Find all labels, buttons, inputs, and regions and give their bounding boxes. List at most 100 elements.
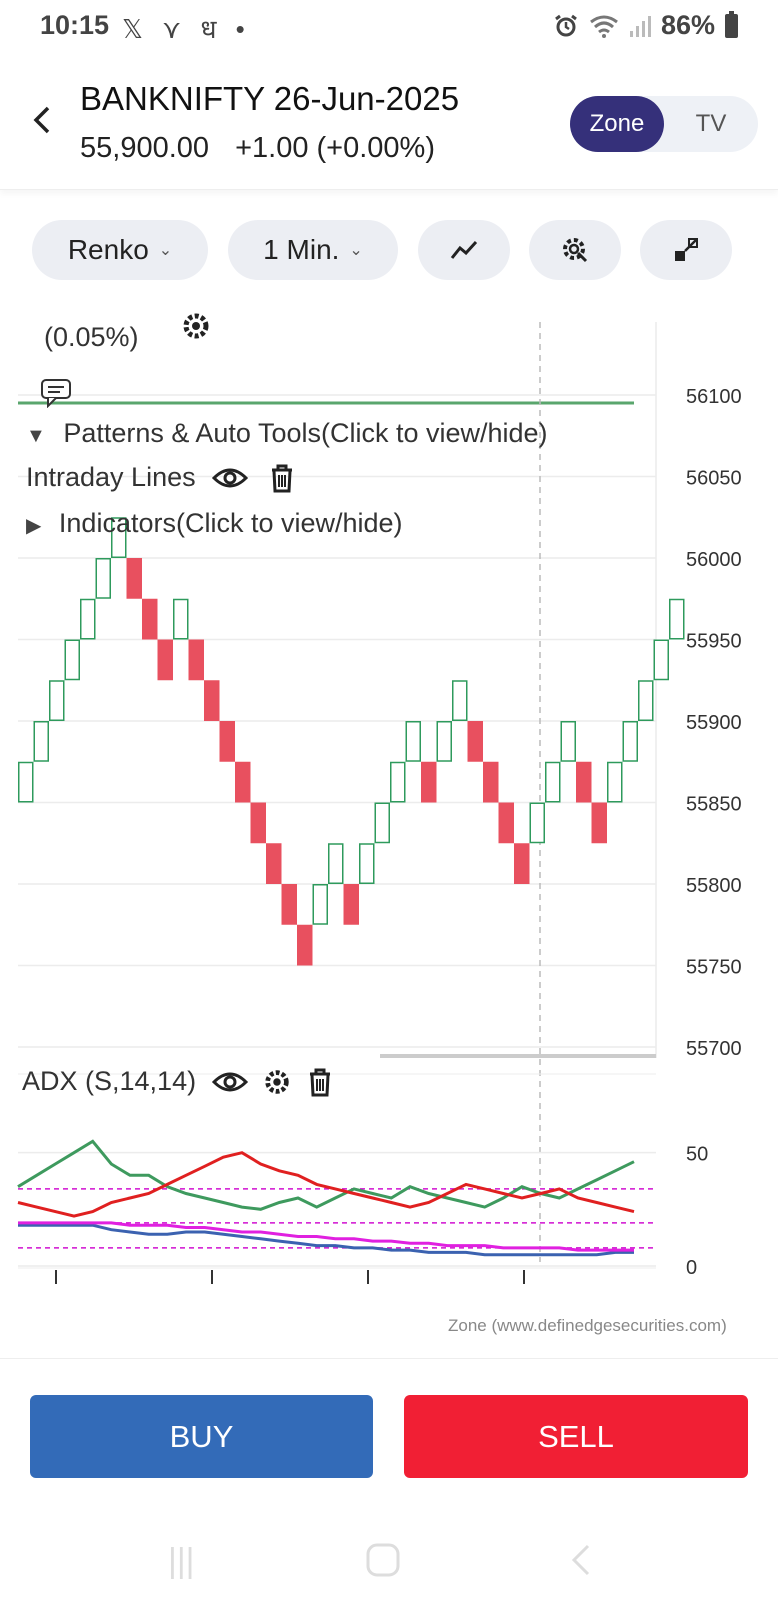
renko-brick-up xyxy=(560,721,576,762)
renko-brick-down xyxy=(421,761,437,803)
interval-dropdown[interactable]: 1 Min. ⌄ xyxy=(228,220,398,280)
price-tick-label: 55800 xyxy=(686,875,742,897)
triangle-right-icon: ▶ xyxy=(26,515,42,537)
renko-brick-up xyxy=(18,761,34,803)
renko-brick-up xyxy=(111,517,127,558)
renko-brick-down xyxy=(219,721,235,762)
adx-series-line xyxy=(17,1151,635,1218)
adx-header: ADX (S,14,14) xyxy=(22,1066,334,1097)
alarm-icon xyxy=(555,14,577,36)
chevron-down-icon: ⌄ xyxy=(158,242,173,259)
adx-series-line xyxy=(18,1221,634,1252)
eye-icon[interactable] xyxy=(212,1070,249,1094)
chart-area[interactable]: 56100 56050 56000 55950 55900 55850 55800 55750… xyxy=(0,313,778,1342)
status-notification-icons: 𝕏 ⋎ ध • xyxy=(122,14,251,44)
renko-brick-down xyxy=(142,598,158,640)
status-bar: 10:15 𝕏 ⋎ ध • 86% xyxy=(0,0,778,50)
buy-button[interactable]: BUY xyxy=(30,1395,373,1478)
gear-icon[interactable] xyxy=(180,310,212,342)
renko-brick-up xyxy=(312,884,328,925)
box-percent: (0.05%) xyxy=(44,322,139,352)
price-line: 55,900.00 +1.00 (+0.00%) xyxy=(80,132,453,165)
instrument-title: BANKNIFTY 26-Jun-2025 xyxy=(80,80,460,117)
patterns-label: Patterns & Auto Tools(Click to view/hide… xyxy=(63,418,548,448)
renko-brick-up xyxy=(638,680,654,721)
header: BANKNIFTY 26-Jun-2025 55,900.00 +1.00 (+… xyxy=(0,60,778,190)
renko-brick-up xyxy=(359,843,375,884)
trash-icon[interactable] xyxy=(306,1067,334,1097)
chart-type-dropdown[interactable]: Renko ⌄ xyxy=(32,220,208,280)
renko-brick-up xyxy=(328,843,344,884)
price-tick-label: 56000 xyxy=(686,549,742,571)
line-chart-icon xyxy=(450,240,478,259)
eye-icon[interactable] xyxy=(211,466,248,490)
back-nav-icon[interactable] xyxy=(568,1542,594,1587)
triangle-down-icon: ▼ xyxy=(26,425,46,447)
price-tick-label: 55950 xyxy=(686,631,742,653)
renko-brick-up xyxy=(452,680,468,721)
gear-icon[interactable] xyxy=(262,1067,292,1097)
trash-icon[interactable] xyxy=(268,463,296,493)
home-icon[interactable] xyxy=(365,1542,401,1587)
status-right: 86% xyxy=(553,10,738,41)
renko-brick-down xyxy=(204,680,220,721)
renko-brick-down xyxy=(591,802,607,844)
renko-brick-up xyxy=(95,558,111,599)
status-time: 10:15 xyxy=(40,10,110,40)
interval-label: 1 Min. xyxy=(263,234,340,265)
chart-settings-button[interactable] xyxy=(529,220,621,280)
renko-brick-up xyxy=(436,721,452,762)
chart-type-label: Renko xyxy=(67,234,149,265)
expand-icon xyxy=(675,238,698,261)
price-tick-label: 55750 xyxy=(686,957,742,979)
fullscreen-button[interactable] xyxy=(640,220,732,280)
renko-brick-up xyxy=(405,721,421,762)
renko-brick-up xyxy=(49,680,65,721)
price-change: +1.00 (+0.00%) xyxy=(235,132,435,164)
indicators-button[interactable] xyxy=(418,220,510,280)
comment-icon[interactable] xyxy=(40,378,72,408)
renko-brick-down xyxy=(483,761,499,803)
renko-brick-down xyxy=(576,761,592,803)
price-tick-label: 55900 xyxy=(686,712,742,734)
renko-brick-down xyxy=(281,884,297,925)
wifi-icon xyxy=(590,15,618,38)
sell-button[interactable]: SELL xyxy=(404,1395,748,1478)
order-actions: BUY SELL xyxy=(0,1358,778,1600)
toggle-zone[interactable]: Zone xyxy=(570,96,664,152)
last-price: 55,900.00 xyxy=(80,132,210,164)
renko-brick-down xyxy=(235,761,251,803)
recent-apps-icon[interactable]: ||| xyxy=(168,1542,195,1580)
price-tick-label: 56050 xyxy=(686,468,742,490)
indicators-toggle[interactable]: ▶ Indicators(Click to view/hide) xyxy=(26,508,403,539)
toggle-tv[interactable]: TV xyxy=(695,110,727,137)
renko-chart[interactable]: 56100 56050 56000 55950 55900 55850 55800 55750… xyxy=(0,322,778,1342)
watermark: Zone (www.definedgesecurities.com) xyxy=(448,1316,727,1335)
price-tick-label: 55700 xyxy=(686,1038,742,1060)
price-tick-label: 56100 xyxy=(686,386,742,408)
adx-tick-label: 50 xyxy=(686,1144,708,1166)
intraday-lines-row: Intraday Lines xyxy=(26,462,296,493)
renko-brick-down xyxy=(514,843,530,884)
renko-brick-up xyxy=(653,639,669,681)
renko-brick-up xyxy=(33,721,49,762)
renko-brick-down xyxy=(266,843,282,884)
back-button[interactable] xyxy=(28,100,62,140)
chevron-left-icon xyxy=(33,106,50,134)
renko-brick-down xyxy=(297,924,313,966)
renko-brick-up xyxy=(173,598,189,640)
patterns-toggle[interactable]: ▼ Patterns & Auto Tools(Click to view/hi… xyxy=(26,418,548,449)
intraday-lines-label: Intraday Lines xyxy=(26,462,196,492)
renko-brick-down xyxy=(157,639,173,681)
gear-search-icon xyxy=(563,238,588,263)
renko-brick-down xyxy=(126,558,142,599)
adx-series-line xyxy=(17,1139,635,1211)
renko-brick-up xyxy=(669,598,685,640)
renko-brick-up xyxy=(529,802,545,844)
adx-tick-label: 0 xyxy=(686,1257,697,1279)
renko-brick-down xyxy=(250,802,266,844)
signal-icon xyxy=(629,15,651,37)
renko-brick-up xyxy=(374,802,390,844)
renko-brick-up xyxy=(545,761,561,803)
adx-series-line xyxy=(18,1223,634,1257)
